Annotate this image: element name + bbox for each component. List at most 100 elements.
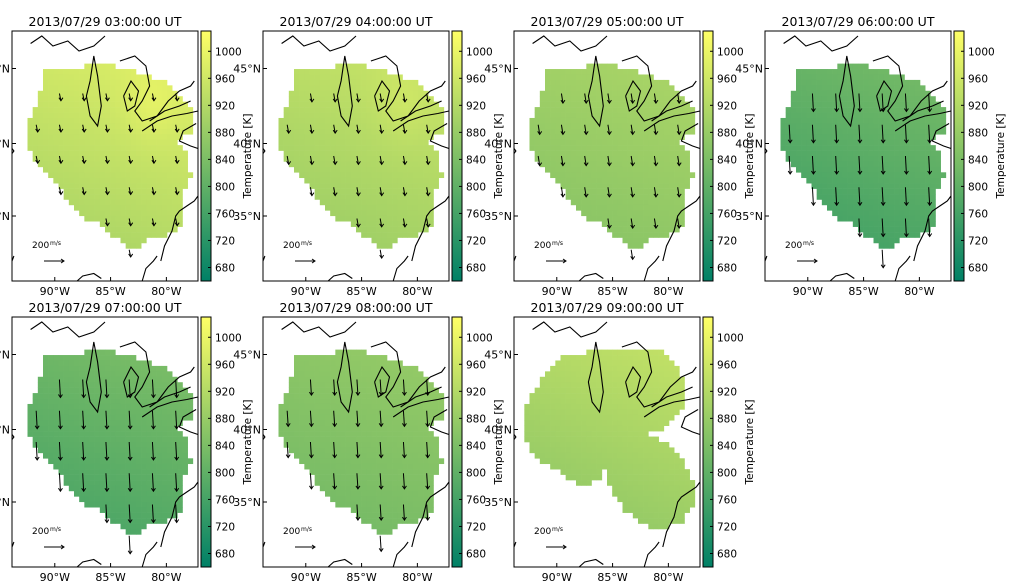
heat-cell [48,431,54,437]
heat-cell [366,414,372,421]
heat-cell [873,215,879,222]
heat-cell [340,204,346,211]
wind-arrowhead [857,108,863,113]
heat-cell [539,128,546,135]
heat-cell [309,134,315,140]
heat-cell [899,204,905,211]
heat-cell [156,485,163,492]
heat-cell [299,425,305,432]
heat-cell [648,226,654,233]
heat-cell [852,128,859,135]
heat-cell [68,74,75,81]
heat-cell [115,431,121,437]
heat-cell [560,117,566,124]
heat-cell [638,145,644,151]
heat-cell [550,134,556,140]
coastline [783,35,859,52]
heat-cell [858,215,864,222]
wind-arrowhead [857,170,863,175]
heat-cell [356,414,362,421]
heat-cell [105,161,111,168]
heat-cell [402,85,408,92]
heat-cell [68,79,75,86]
heat-cell [299,403,305,410]
x-tick-label: 80°W [151,285,181,298]
heat-cell [105,414,111,421]
heat-cell [407,172,414,179]
heat-cell [904,188,910,195]
heat-cell [299,442,305,448]
heat-cell [172,90,178,97]
heat-cell [387,188,393,195]
heat-cell [366,145,372,151]
heat-cell [299,360,305,367]
heat-cell [110,474,116,481]
wind-arrow [928,93,931,112]
heat-cell [309,431,315,437]
heat-cell [679,204,685,211]
heat-cell [314,90,321,97]
heat-cell [658,177,665,184]
heat-cell [161,371,168,378]
heat-cell [940,172,947,179]
temperature-field [27,63,194,249]
heat-cell [136,425,142,432]
heat-cell [84,496,90,503]
heat-cell [920,226,926,233]
heat-cell [412,101,419,108]
heat-cell [63,107,70,113]
wind-arrowhead [34,456,40,461]
y-tick-label: 35°N [0,210,10,223]
heat-cell [325,134,331,140]
heat-cell [889,90,895,97]
heat-cell [361,166,367,173]
heat-cell [837,183,843,189]
heat-cell [89,145,95,151]
heat-cell [392,123,398,130]
heat-cell [356,490,362,497]
heat-cell [136,452,142,459]
heat-cell [889,183,895,189]
heat-cell [679,101,685,108]
heat-cell [816,90,823,97]
heat-cell [110,376,116,383]
heat-cell [392,74,398,81]
heat-cell [669,107,675,113]
heat-cell [172,96,178,102]
heat-cell [167,221,173,227]
heat-cell [591,204,597,211]
heat-cell [402,117,408,124]
wind-arrow [356,218,359,227]
heat-cell [622,74,628,81]
wind-arrowhead [104,519,110,524]
heat-cell [873,85,879,92]
wind-arrowhead [653,162,659,167]
heat-cell [161,512,168,519]
heat-cell [648,172,654,179]
heat-cell [428,215,434,222]
wind-arrowhead [676,99,682,105]
heat-cell [53,463,59,470]
heat-cell [632,123,639,130]
heat-cell [591,210,597,217]
heat-cell [545,166,551,173]
heat-cell [878,156,885,162]
heat-cell [627,134,634,140]
heat-cell [868,226,874,233]
heat-cell [622,215,628,222]
heat-cell [177,123,183,130]
heat-cell [105,150,111,157]
temperature-field [27,349,194,535]
heat-cell [43,425,49,432]
heat-cell [63,387,70,394]
heat-cell [304,387,310,394]
wind-arrowhead [127,519,133,524]
heat-cell [115,123,121,130]
heat-cell [125,452,132,459]
heat-cell [105,199,111,206]
heat-cell [858,172,864,179]
heat-cell [125,360,132,367]
colorbar-tick-label: 880 [968,127,988,139]
heat-cell [125,387,132,394]
plot-frame [11,316,199,568]
